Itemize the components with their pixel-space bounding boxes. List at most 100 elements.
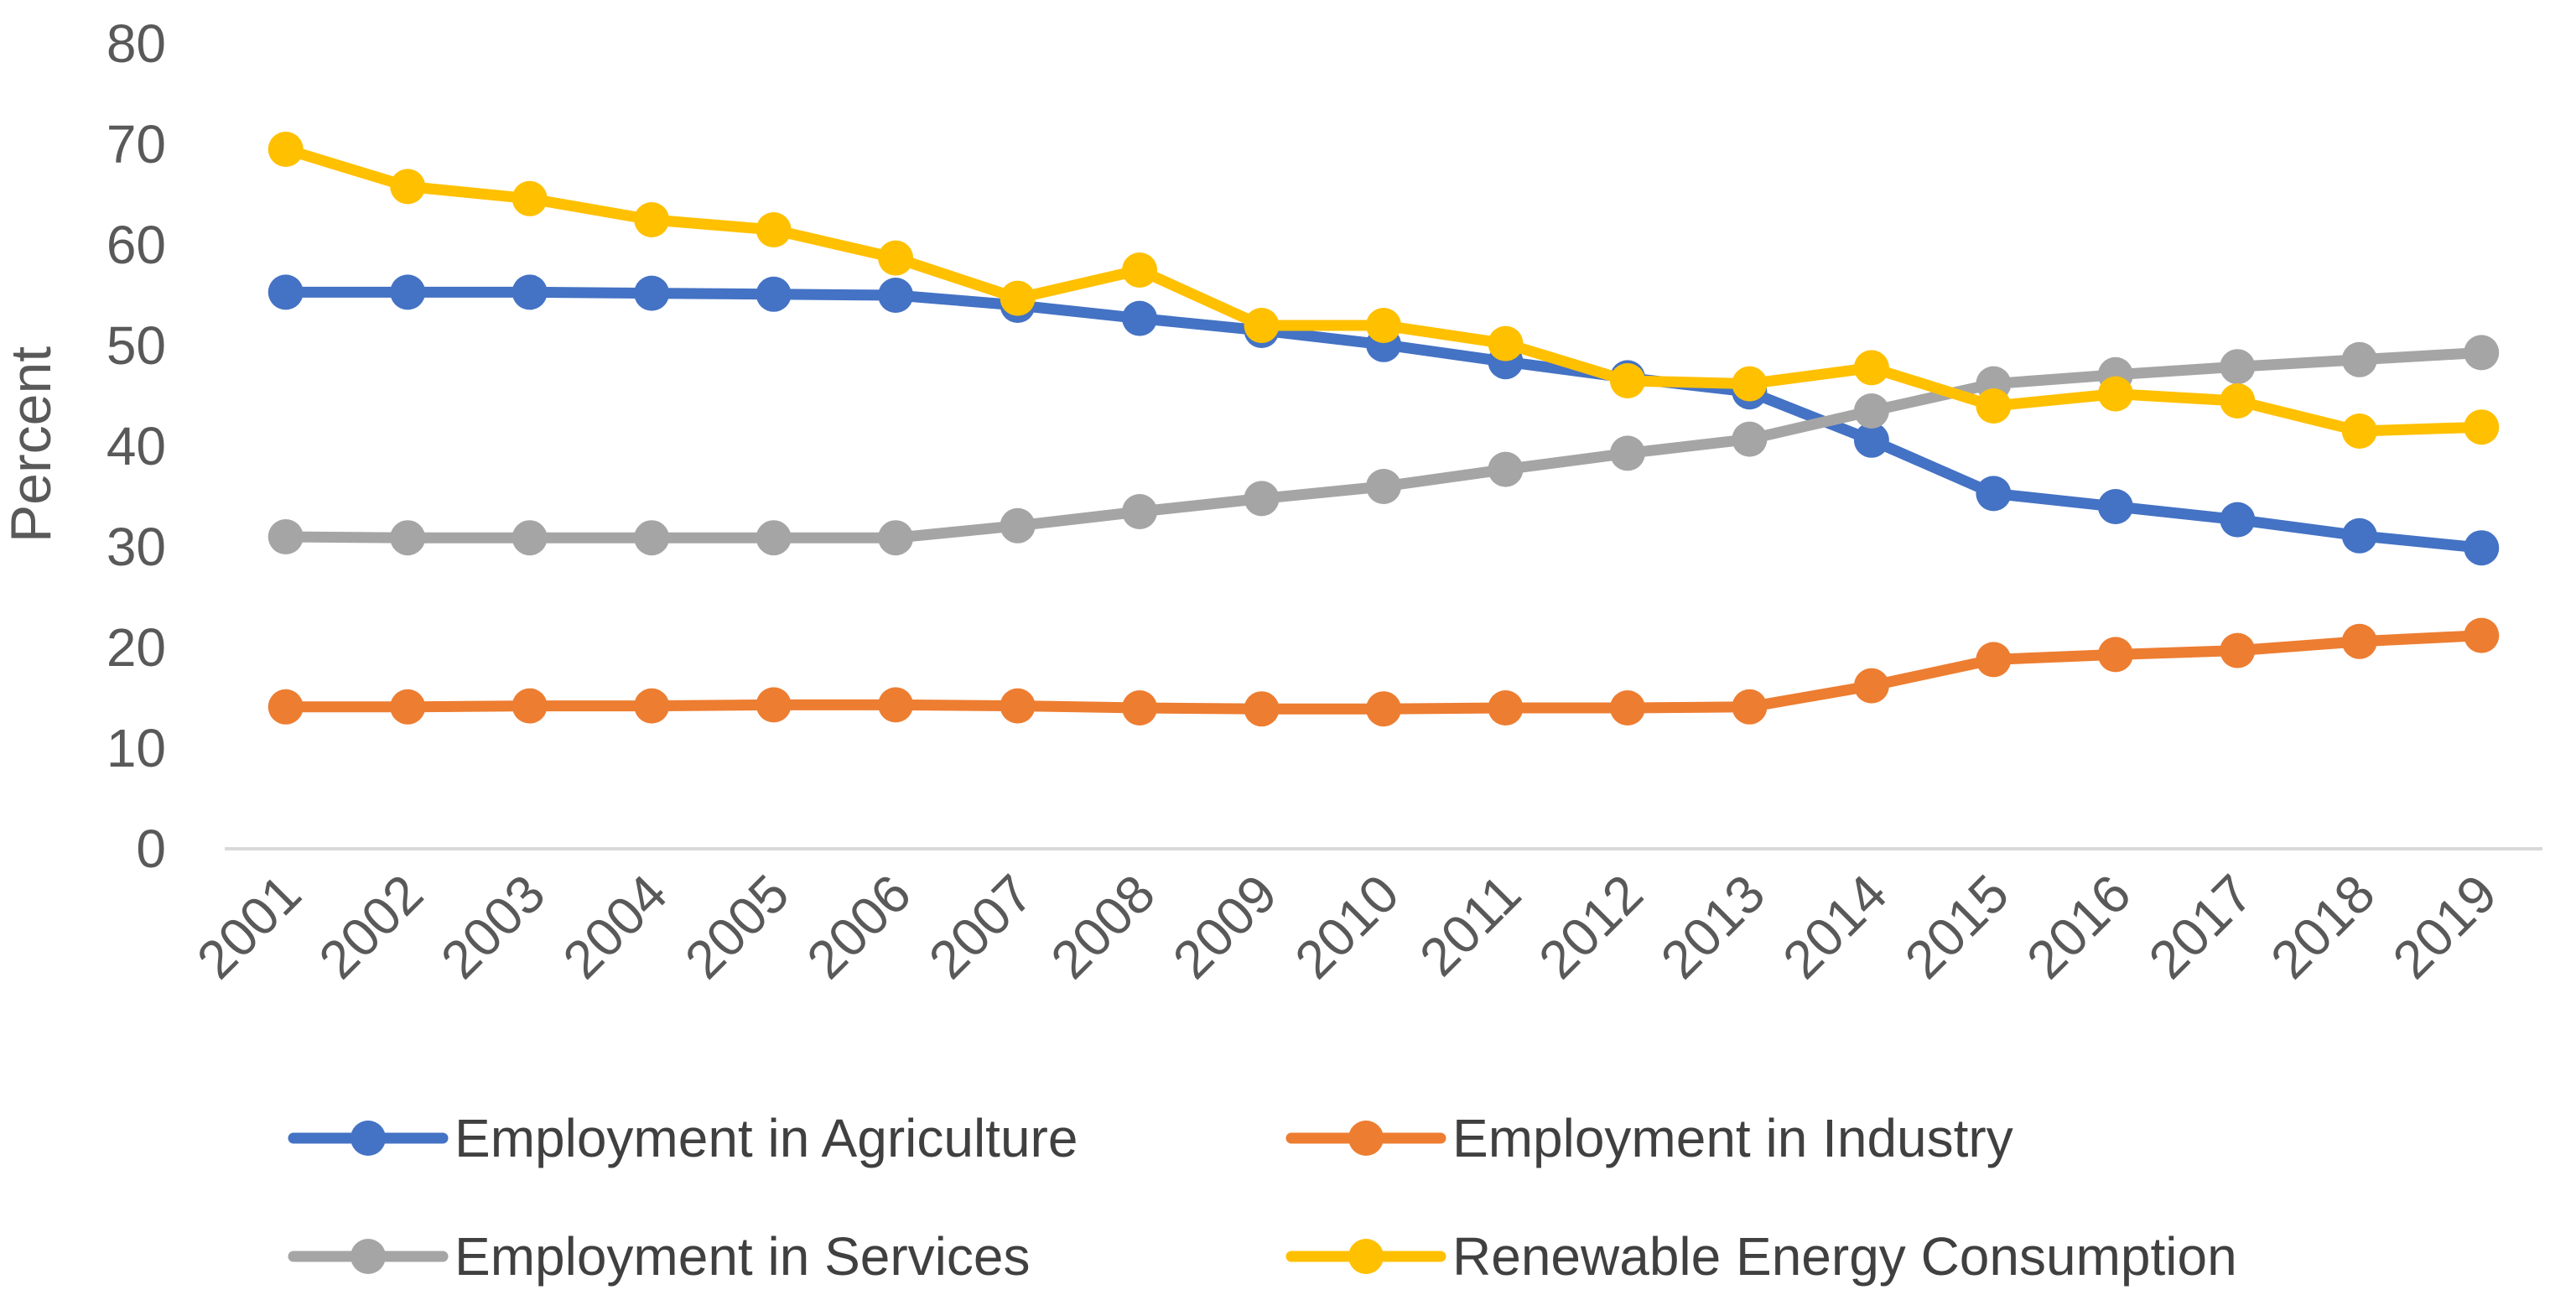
- y-tick-label: 60: [106, 215, 166, 275]
- data-point: [878, 687, 914, 723]
- y-tick-label: 10: [106, 718, 166, 778]
- x-axis-tick-labels: 2001200220032004200520062007200820092010…: [185, 863, 2508, 991]
- data-point: [634, 520, 670, 556]
- data-point: [512, 274, 548, 310]
- x-tick-label: 2012: [1527, 863, 1654, 991]
- data-point: [267, 689, 304, 725]
- data-point: [390, 274, 426, 310]
- data-point: [1609, 363, 1645, 398]
- data-point: [1853, 668, 1889, 704]
- y-axis-title: Percent: [0, 346, 63, 543]
- data-point: [2097, 637, 2133, 673]
- data-point: [512, 688, 548, 724]
- y-tick-label: 50: [106, 315, 166, 376]
- legend-item: Employment in Industry: [1285, 1108, 2013, 1168]
- data-point: [1000, 688, 1036, 724]
- series-2: [267, 335, 2500, 556]
- data-point: [1122, 690, 1158, 726]
- data-point: [1853, 350, 1889, 386]
- x-tick-label: 2005: [673, 863, 801, 991]
- y-tick-label: 20: [106, 617, 166, 678]
- x-tick-label: 2007: [917, 863, 1045, 991]
- data-point: [2220, 502, 2256, 538]
- data-point: [267, 519, 304, 554]
- data-point: [1366, 308, 1401, 343]
- data-point: [1732, 366, 1768, 402]
- data-point: [756, 687, 792, 723]
- data-point: [2464, 617, 2500, 653]
- data-point: [1122, 300, 1158, 336]
- data-point: [1732, 689, 1768, 725]
- data-point: [2341, 517, 2377, 554]
- data-point: [267, 132, 304, 167]
- x-tick-label: 2013: [1649, 863, 1777, 991]
- x-tick-label: 2014: [1771, 863, 1898, 991]
- data-point: [1244, 308, 1280, 343]
- x-tick-label: 2002: [308, 863, 435, 991]
- series-1: [267, 617, 2500, 727]
- data-point: [2220, 383, 2256, 419]
- data-point: [1976, 476, 2012, 512]
- legend-marker-icon: [1348, 1239, 1384, 1274]
- data-point: [1000, 507, 1036, 543]
- legend-marker-icon: [351, 1121, 386, 1156]
- data-point: [878, 240, 914, 276]
- x-tick-label: 2008: [1039, 863, 1166, 991]
- data-point: [1366, 691, 1401, 727]
- data-point: [2341, 623, 2377, 659]
- data-point: [1244, 481, 1280, 517]
- data-point: [1488, 690, 1524, 726]
- x-tick-label: 2006: [795, 863, 922, 991]
- data-point: [512, 180, 548, 216]
- data-point: [2341, 413, 2377, 449]
- data-point: [2220, 632, 2256, 668]
- data-point: [1488, 451, 1524, 487]
- x-tick-label: 2004: [551, 863, 678, 991]
- data-point: [512, 520, 548, 556]
- x-tick-label: 2009: [1161, 863, 1289, 991]
- legend-label: Renewable Energy Consumption: [1452, 1226, 2237, 1287]
- data-point: [756, 212, 792, 247]
- legend-item: Renewable Energy Consumption: [1285, 1226, 2237, 1287]
- data-point: [2220, 349, 2256, 385]
- x-tick-label: 2015: [1893, 863, 2021, 991]
- legend-label: Employment in Industry: [1452, 1108, 2013, 1168]
- data-point: [634, 202, 670, 237]
- x-tick-label: 2017: [2137, 863, 2265, 991]
- data-point: [1244, 691, 1280, 727]
- data-point: [1122, 494, 1158, 529]
- legend: Employment in Agriculture Employment in I…: [288, 1108, 2237, 1287]
- data-point: [634, 688, 670, 724]
- legend-label: Employment in Services: [454, 1226, 1030, 1287]
- y-tick-label: 30: [106, 517, 166, 577]
- legend-marker-icon: [351, 1239, 386, 1274]
- y-tick-label: 40: [106, 416, 166, 476]
- x-tick-label: 2010: [1283, 863, 1410, 991]
- y-tick-label: 80: [106, 13, 166, 74]
- data-point: [1732, 421, 1768, 457]
- data-point: [1366, 469, 1401, 504]
- x-tick-label: 2003: [429, 863, 557, 991]
- y-axis-tick-labels: 0 10 20 30 40 50 60 70 80: [106, 13, 166, 879]
- legend-label: Employment in Agriculture: [454, 1108, 1078, 1168]
- data-point: [390, 169, 426, 205]
- data-point: [2097, 489, 2133, 524]
- data-point: [1853, 422, 1889, 458]
- data-point: [1609, 690, 1645, 726]
- data-point: [1122, 252, 1158, 288]
- x-tick-label: 2001: [185, 863, 313, 991]
- data-point: [878, 278, 914, 313]
- series-lines: [267, 132, 2500, 727]
- y-tick-label: 70: [106, 114, 166, 174]
- y-tick-label: 0: [136, 819, 166, 879]
- data-point: [634, 275, 670, 311]
- data-point: [756, 276, 792, 312]
- legend-marker-icon: [1348, 1121, 1384, 1156]
- x-tick-label: 2011: [1408, 863, 1532, 987]
- data-point: [390, 520, 426, 556]
- data-point: [1000, 280, 1036, 316]
- data-point: [1976, 388, 2012, 424]
- x-tick-label: 2018: [2259, 863, 2386, 991]
- data-point: [390, 689, 426, 725]
